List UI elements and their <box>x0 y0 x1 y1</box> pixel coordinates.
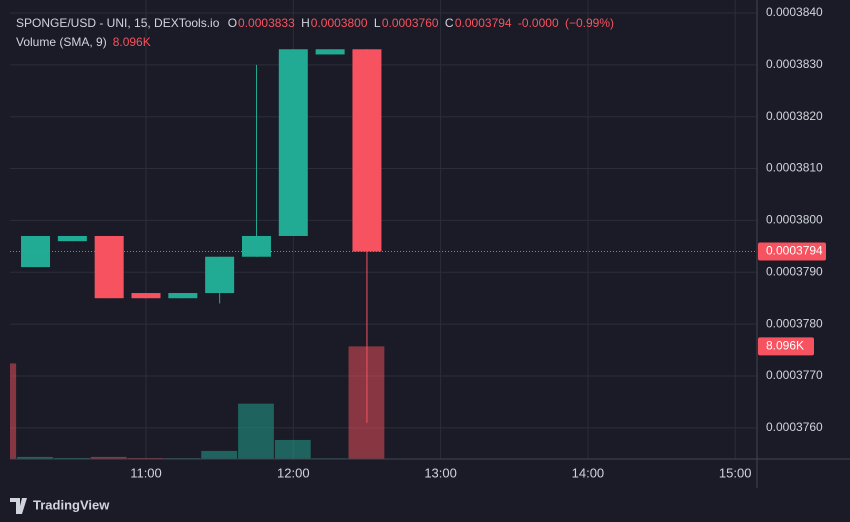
x-tick-label: 12:00 <box>277 465 310 480</box>
last-price-label: 0.0003794 <box>766 244 823 258</box>
c-label: C <box>445 16 454 30</box>
y-tick-label: 0.0003800 <box>766 213 823 227</box>
change-pct: (−0.99%) <box>565 16 614 30</box>
volume-value: 8.096K <box>113 35 151 49</box>
volume-bar <box>17 456 53 459</box>
volume-value-label: 8.096K <box>766 339 804 353</box>
volume-bar <box>90 456 127 459</box>
candle-body <box>205 256 235 294</box>
y-tick-label: 0.0003790 <box>766 264 823 278</box>
o-label: O <box>228 16 237 30</box>
candle-body <box>94 235 124 299</box>
y-tick-label: 0.0003840 <box>766 5 823 19</box>
volume-bar <box>201 450 238 459</box>
c-value: 0.0003794 <box>455 16 512 30</box>
y-tick-label: 0.0003770 <box>766 368 823 382</box>
brand-logo <box>10 498 27 514</box>
volume-bar <box>238 403 274 459</box>
brand: TradingView <box>10 497 110 514</box>
candle-body <box>57 235 87 242</box>
candle-body <box>168 293 198 299</box>
candle-body <box>131 293 161 299</box>
symbol-title: SPONGE/USD - UNI, 15, DEXTools.io <box>16 16 220 30</box>
volume-bar <box>274 439 311 459</box>
candle-body <box>352 49 382 252</box>
brand-name: TradingView <box>33 497 110 512</box>
volume-title: Volume (SMA, 9) <box>16 35 107 49</box>
x-tick-label: 13:00 <box>424 465 457 480</box>
y-tick-label: 0.0003830 <box>766 57 823 71</box>
y-tick-label: 0.0003820 <box>766 109 823 123</box>
h-label: H <box>301 16 310 30</box>
y-tick-label: 0.0003760 <box>766 420 823 434</box>
x-tick-label: 14:00 <box>572 465 605 480</box>
h-value: 0.0003800 <box>311 16 368 30</box>
change: -0.0000 <box>518 16 559 30</box>
header: SPONGE/USD - UNI, 15, DEXTools.io O 0.00… <box>16 16 614 49</box>
x-tick-label: 11:00 <box>130 465 162 480</box>
candle-body <box>278 49 308 236</box>
last-price-bg <box>758 242 826 261</box>
volume-label-bg <box>758 337 814 356</box>
candle-body <box>241 235 271 257</box>
x-tick-label: 15:00 <box>719 465 752 480</box>
o-value: 0.0003833 <box>238 16 295 30</box>
y-tick-label: 0.0003780 <box>766 316 823 330</box>
y-tick-label: 0.0003810 <box>766 161 823 175</box>
volume-bar <box>10 363 17 459</box>
l-label: L <box>374 16 381 30</box>
l-value: 0.0003760 <box>382 16 439 30</box>
candle-body <box>315 49 345 55</box>
